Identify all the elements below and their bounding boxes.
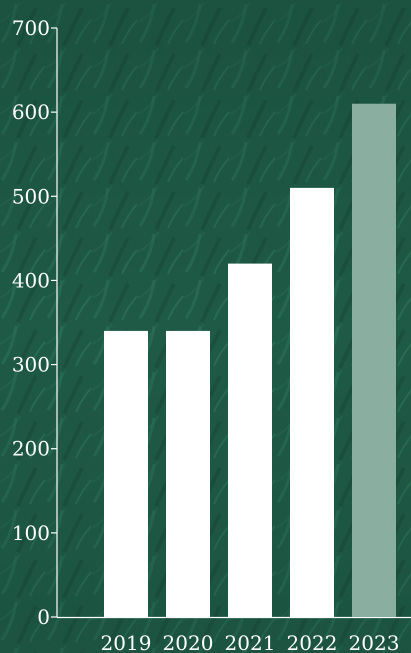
bar-2019 <box>104 330 148 617</box>
y-tick-label: 600 <box>12 100 50 124</box>
y-tick-label: 100 <box>12 521 50 545</box>
x-tick-label: 2022 <box>287 631 338 653</box>
y-tick-label: 0 <box>37 605 50 629</box>
bar-2023 <box>352 103 396 617</box>
bar-2020 <box>166 330 210 617</box>
x-tick-labels: 2019 2020 2021 2022 2023 <box>101 631 400 653</box>
x-tick-label: 2019 <box>101 631 152 653</box>
y-tick-labels: 0 100 200 300 400 500 600 700 <box>12 16 50 629</box>
x-tick-label: 2021 <box>225 631 276 653</box>
bar-2022 <box>290 187 334 617</box>
y-tick-label: 300 <box>12 353 50 377</box>
axes <box>51 27 411 619</box>
bar-2021 <box>228 263 272 617</box>
y-tick-label: 200 <box>12 437 50 461</box>
y-tick-label: 500 <box>12 184 50 208</box>
bars <box>104 103 396 617</box>
y-tick-label: 700 <box>12 16 50 40</box>
x-tick-label: 2020 <box>163 631 214 653</box>
y-tick-label: 400 <box>12 268 50 292</box>
x-tick-label: 2023 <box>349 631 400 653</box>
